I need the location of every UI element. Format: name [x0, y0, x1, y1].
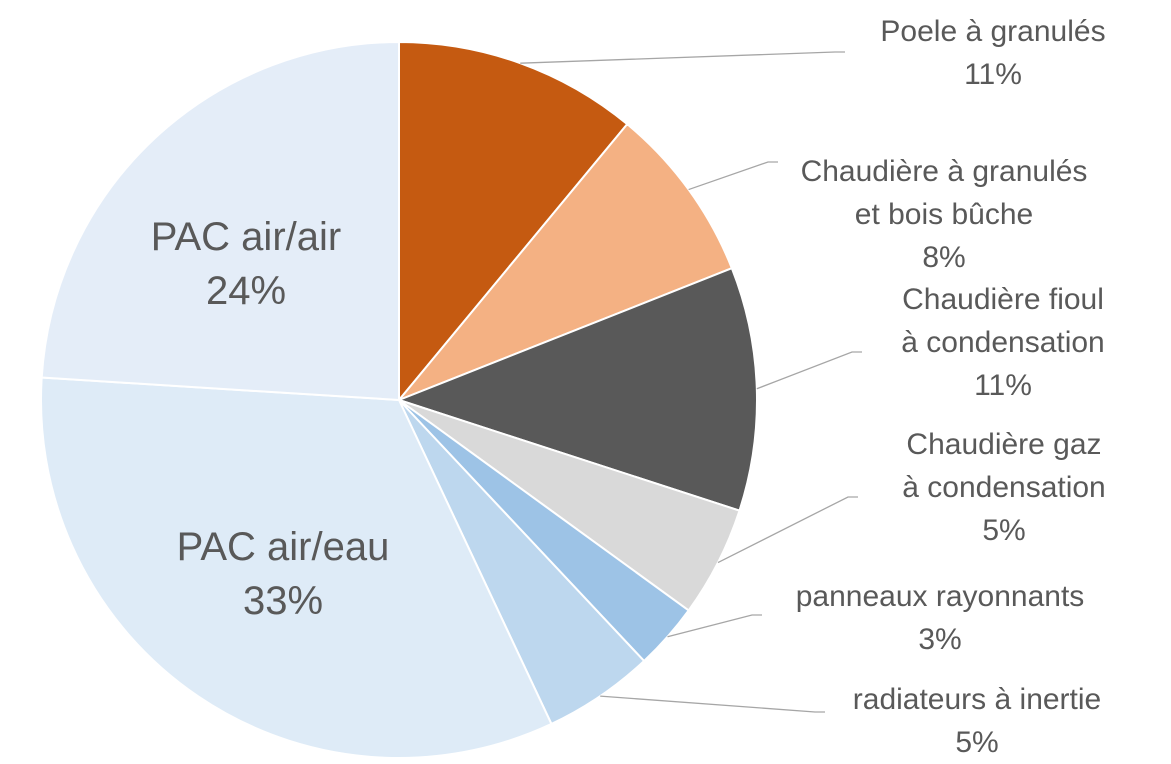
category-label: PAC air/eau — [176, 525, 390, 569]
data-label: PAC air/eau 33% — [177, 520, 390, 628]
leader-line — [600, 695, 825, 713]
category-label: Chaudière à granulés et bois bûche — [800, 155, 1088, 231]
pie-slice — [40, 376, 553, 759]
category-label: Poele à granulés — [880, 15, 1106, 48]
data-label: radiateurs à inertie 5% — [853, 678, 1101, 764]
category-label: Chaudière fioul à condensation — [901, 283, 1105, 359]
data-label: Chaudière gaz à condensation 5% — [902, 423, 1106, 552]
data-label: Chaudière fioul à condensation 11% — [901, 278, 1105, 407]
leader-line — [756, 351, 862, 390]
value-label: 11% — [964, 58, 1022, 91]
value-label: 33% — [242, 579, 324, 623]
category-label: Chaudière gaz à condensation — [902, 428, 1106, 504]
data-label: PAC air/air 24% — [151, 210, 341, 318]
data-label: Poele à granulés 11% — [880, 10, 1105, 96]
value-label: 24% — [205, 269, 287, 313]
leader-line — [688, 161, 778, 191]
category-label: PAC air/air — [150, 215, 342, 259]
value-label: 8% — [922, 241, 966, 274]
value-label: 5% — [982, 514, 1026, 547]
leader-line — [520, 51, 845, 64]
pie-slice — [40, 40, 400, 402]
category-label: panneaux rayonnants — [795, 580, 1085, 613]
value-label: 5% — [955, 726, 999, 759]
data-label: Chaudière à granulés et bois bûche 8% — [801, 150, 1088, 279]
value-label: 11% — [974, 369, 1032, 402]
value-label: 3% — [918, 623, 962, 656]
leader-line — [717, 496, 858, 564]
category-label: radiateurs à inertie — [852, 683, 1102, 716]
leader-line — [667, 614, 762, 638]
data-label: panneaux rayonnants 3% — [796, 575, 1085, 661]
